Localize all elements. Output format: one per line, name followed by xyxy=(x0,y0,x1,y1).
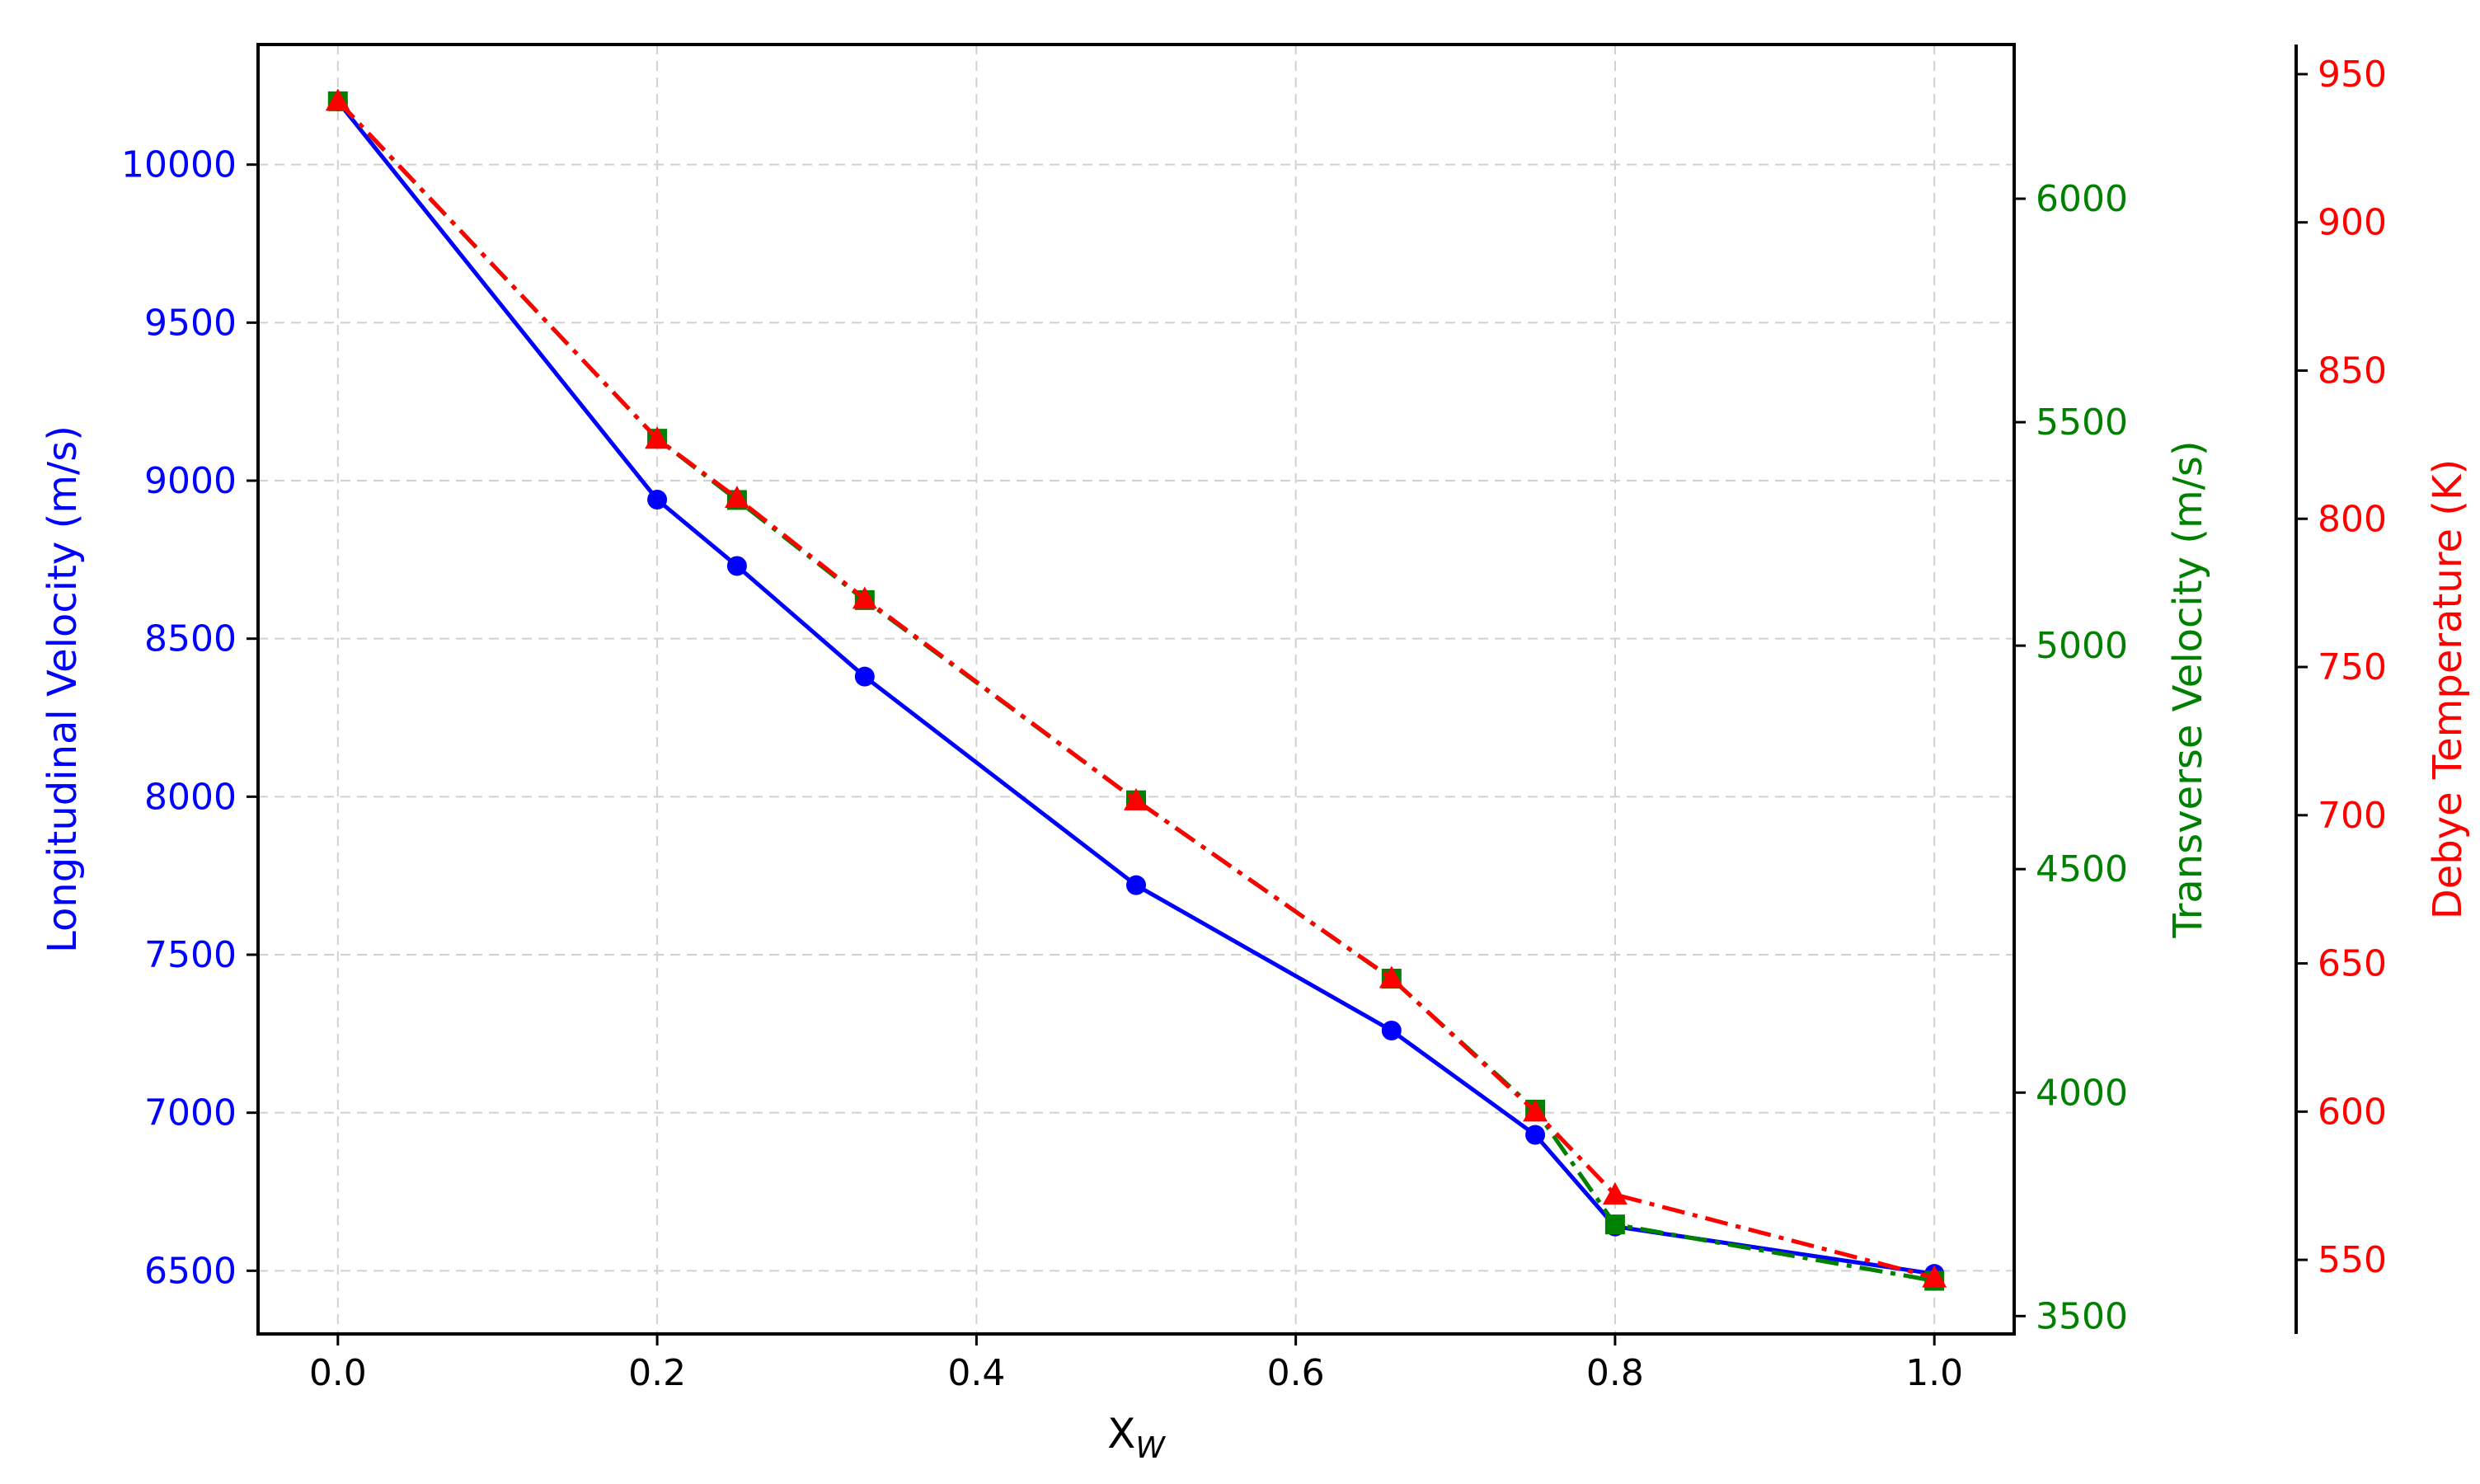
tick-layer: 0.0 0.2 0.4 0.6 0.8 1.0 6500 7000 7500 8000 8500 90… xyxy=(121,54,2387,1394)
right2-tick-label: 900 xyxy=(2318,202,2387,244)
left-tick-label: 9500 xyxy=(144,302,237,344)
plot-frame xyxy=(256,43,2016,1336)
right2-tick-label: 850 xyxy=(2318,350,2387,392)
series-right2-line xyxy=(336,99,1935,1280)
series-right2-point xyxy=(1124,787,1148,810)
series-right2-point xyxy=(645,426,670,449)
series-right2-point xyxy=(1602,1182,1628,1205)
series-left-point xyxy=(1381,1021,1402,1040)
series-right2-point xyxy=(1379,965,1404,989)
series-left-line xyxy=(336,100,1935,1276)
right2-tick-label: 550 xyxy=(2318,1239,2387,1281)
grid-lines xyxy=(258,45,2014,1334)
left-tick-label: 8500 xyxy=(144,618,237,660)
left-tick-label: 7000 xyxy=(144,1092,237,1134)
series-left-point xyxy=(1525,1125,1546,1145)
y-axis-label-debye: Debye Temperature (K) xyxy=(2425,459,2471,919)
right1-tick-label: 4000 xyxy=(2036,1072,2128,1114)
x-axis-label-subscript: W xyxy=(1135,1431,1166,1465)
left-tick-label: 7500 xyxy=(144,934,237,976)
series-right2-point xyxy=(325,88,350,111)
series-left-point xyxy=(854,666,875,687)
left-tick-label: 9000 xyxy=(144,460,237,502)
right1-tick-label: 5000 xyxy=(2036,625,2128,667)
series-right1-line xyxy=(336,100,1935,1283)
series-left-point xyxy=(1126,875,1146,895)
x-tick-label: 0.8 xyxy=(1586,1352,1644,1394)
x-tick-label: 0.2 xyxy=(628,1352,686,1394)
right2-tick-label: 700 xyxy=(2318,795,2387,837)
x-tick-label: 0.4 xyxy=(947,1352,1005,1394)
series-right1-point xyxy=(1604,1214,1625,1235)
left-tick-label: 10000 xyxy=(121,144,237,186)
series-right2-point xyxy=(852,586,877,609)
y-axis-label-transverse: Transverse Velocity (m/s) xyxy=(2165,440,2211,938)
series-right2-point xyxy=(724,486,749,509)
series-layer xyxy=(325,88,1947,1291)
right1-tick-label: 6000 xyxy=(2036,178,2128,220)
left-tick-label: 6500 xyxy=(144,1250,237,1292)
x-tick-label: 1.0 xyxy=(1905,1352,1963,1394)
right2-tick-label: 650 xyxy=(2318,943,2387,985)
x-tick-label: 0.0 xyxy=(309,1352,367,1394)
series-right2-point xyxy=(1922,1265,1947,1288)
x-axis-label-main: X xyxy=(1107,1410,1135,1458)
x-axis-label: XW xyxy=(1107,1410,1166,1465)
right1-tick-label: 5500 xyxy=(2036,402,2128,444)
right2-tick-label: 950 xyxy=(2318,54,2387,96)
left-tick-label: 8000 xyxy=(144,776,237,818)
series-left-point xyxy=(726,556,747,576)
right2-tick-label: 750 xyxy=(2318,646,2387,688)
right2-tick-label: 600 xyxy=(2318,1091,2387,1133)
series-left-point xyxy=(647,490,668,510)
right1-tick-label: 4500 xyxy=(2036,848,2128,890)
x-tick-label: 0.6 xyxy=(1267,1352,1325,1394)
series-right2-point xyxy=(1523,1099,1548,1122)
right1-tick-label: 3500 xyxy=(2036,1295,2128,1337)
right2-tick-label: 800 xyxy=(2318,498,2387,540)
y-axis-label-longitudinal: Longitudinal Velocity (m/s) xyxy=(40,425,86,953)
